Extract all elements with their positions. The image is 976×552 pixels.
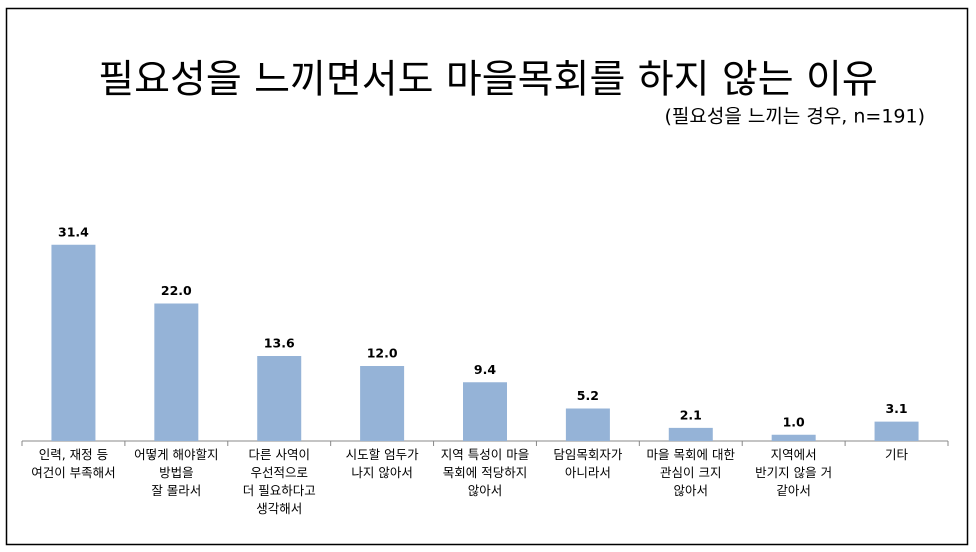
bar [463,382,507,441]
bar [668,427,713,441]
x-tick-label: 어떻게 해야할지 방법을 잘 몰라서 [134,447,219,498]
bar [360,366,405,441]
chart-title: 필요성을 느끼면서도 마을목회를 하지 않는 이유 [98,58,878,103]
bar [565,408,610,441]
value-label: 3.1 [885,401,907,416]
value-label: 1.0 [783,414,805,429]
bar [154,303,199,441]
value-label: 12.0 [367,346,398,361]
x-tick-label: 시도할 엄두가 나지 않아서 [345,447,419,480]
x-tick-label: 다른 사역이 우선적으로 더 필요하다고 생각해서 [242,447,316,516]
x-tick-label: 담임목회자가 아니라서 [553,447,623,480]
x-tick-label: 기타 [885,447,909,462]
bar [257,356,302,441]
bar [51,244,96,441]
bar [771,434,816,441]
x-tick-label: 마을 목회에 대한 관심이 크지 않아서 [646,447,735,498]
value-label: 13.6 [264,336,295,351]
bar [874,421,919,441]
value-label: 5.2 [577,388,599,403]
x-tick-label: 인력, 재정 등 여건이 부족해서 [31,447,116,480]
value-label: 31.4 [58,224,89,239]
value-label: 2.1 [680,407,702,422]
chart-subtitle: (필요성을 느끼는 경우, n=191) [664,106,925,128]
value-label: 22.0 [161,283,192,298]
value-label: 9.4 [474,362,496,377]
frame [5,7,969,546]
x-tick-label: 지역에서 반기지 않을 거 같아서 [755,447,833,498]
x-tick-label: 지역 특성이 마을 목회에 적당하지 않아서 [440,447,530,498]
